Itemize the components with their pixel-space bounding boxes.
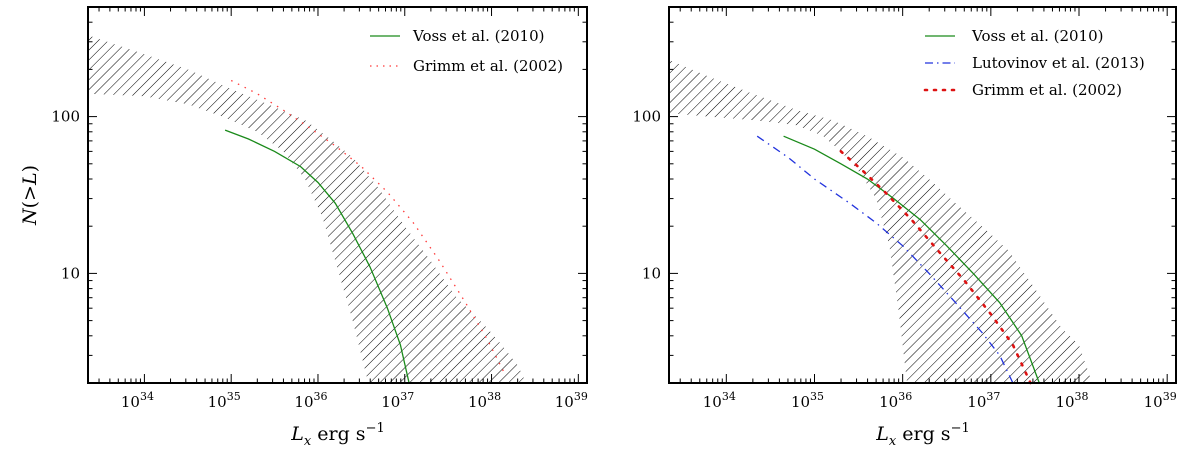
x-tick-label-base: 10 [791, 393, 810, 411]
right-legend: Voss et al. (2010) Lutovinov et al. (201… [923, 27, 1145, 99]
y-tick-label: 100 [632, 108, 661, 126]
x-tick-label: 1034 [121, 390, 154, 411]
x-tick-label-exponent: 39 [1163, 390, 1177, 403]
x-tick-label: 1039 [555, 390, 588, 411]
left-legend: Voss et al. (2010) Grimm et al. (2002) [370, 27, 563, 75]
x-tick-label: 1038 [468, 390, 501, 411]
x-tick-label-exponent: 37 [400, 390, 414, 403]
x-tick-label: 1034 [703, 390, 736, 411]
right-hatched-band [669, 59, 1093, 384]
x-tick-label-base: 10 [703, 393, 722, 411]
y-tick-label: 10 [61, 264, 80, 282]
left-ticks [88, 6, 587, 384]
x-tick-label-exponent: 35 [810, 390, 824, 403]
right-legend-label-lutovinov: Lutovinov et al. (2013) [972, 54, 1145, 72]
left-series-group [224, 79, 506, 384]
hatched-band-area [88, 35, 527, 384]
x-tick-label-base: 10 [1144, 393, 1163, 411]
left-legend-label-grimm: Grimm et al. (2002) [413, 57, 563, 75]
left-plot-frame [87, 6, 588, 384]
series-line-voss-et-al-2010 [224, 129, 410, 384]
right-y-tick-labels: 10 100 [632, 108, 661, 283]
x-tick-label-exponent: 34 [722, 390, 736, 403]
right-legend-label-grimm: Grimm et al. (2002) [972, 81, 1122, 99]
x-tick-label-base: 10 [555, 393, 574, 411]
x-tick-label-base: 10 [381, 393, 400, 411]
x-tick-label-exponent: 36 [314, 390, 328, 403]
x-tick-label-exponent: 39 [574, 390, 588, 403]
right-series-group [756, 135, 1040, 385]
x-tick-label: 1037 [381, 390, 414, 411]
right-ticks [669, 6, 1176, 384]
right-x-tick-labels: 1034 1035 1036 1037 1038 1039 [703, 390, 1177, 411]
y-tick-label: 10 [642, 264, 661, 282]
left-legend-label-voss: Voss et al. (2010) [412, 27, 544, 45]
series-line-voss-et-al-2010 [783, 135, 1040, 384]
x-tick-label-base: 10 [967, 393, 986, 411]
x-tick-label-exponent: 38 [487, 390, 501, 403]
x-tick-label: 1035 [208, 390, 241, 411]
x-tick-label-exponent: 37 [986, 390, 1000, 403]
x-tick-label-exponent: 34 [140, 390, 154, 403]
x-tick-label-base: 10 [121, 393, 140, 411]
right-legend-label-voss: Voss et al. (2010) [971, 27, 1103, 45]
left-hatched-band [88, 35, 527, 384]
x-tick-label-exponent: 35 [227, 390, 241, 403]
x-tick-label: 1035 [791, 390, 824, 411]
x-tick-label-base: 10 [468, 393, 487, 411]
x-tick-label: 1039 [1144, 390, 1177, 411]
x-tick-label-base: 10 [879, 393, 898, 411]
series-line-lutovinov-et-al-2013 [756, 135, 1014, 384]
left-y-tick-labels: 10 100 [51, 108, 80, 283]
left-y-axis-label: N(>L) [19, 165, 41, 226]
x-tick-label: 1036 [879, 390, 912, 411]
x-tick-label-base: 10 [1055, 393, 1074, 411]
x-tick-label-exponent: 38 [1075, 390, 1089, 403]
x-tick-label: 1037 [967, 390, 1000, 411]
x-tick-label-base: 10 [294, 393, 313, 411]
x-tick-label: 1038 [1055, 390, 1088, 411]
series-line-grimm-et-al-2002 [839, 150, 1032, 385]
x-tick-label-exponent: 36 [898, 390, 912, 403]
left-x-tick-labels: 1034 1035 1036 1037 1038 1039 [121, 390, 588, 411]
right-plot-frame [668, 6, 1177, 384]
x-tick-label-base: 10 [208, 393, 227, 411]
x-tick-label: 1036 [294, 390, 327, 411]
y-tick-label: 100 [51, 108, 80, 126]
left-x-axis-label: Lx erg s−1 [290, 421, 384, 449]
hatched-band-area [669, 59, 1093, 384]
right-x-axis-label: Lx erg s−1 [875, 421, 969, 449]
